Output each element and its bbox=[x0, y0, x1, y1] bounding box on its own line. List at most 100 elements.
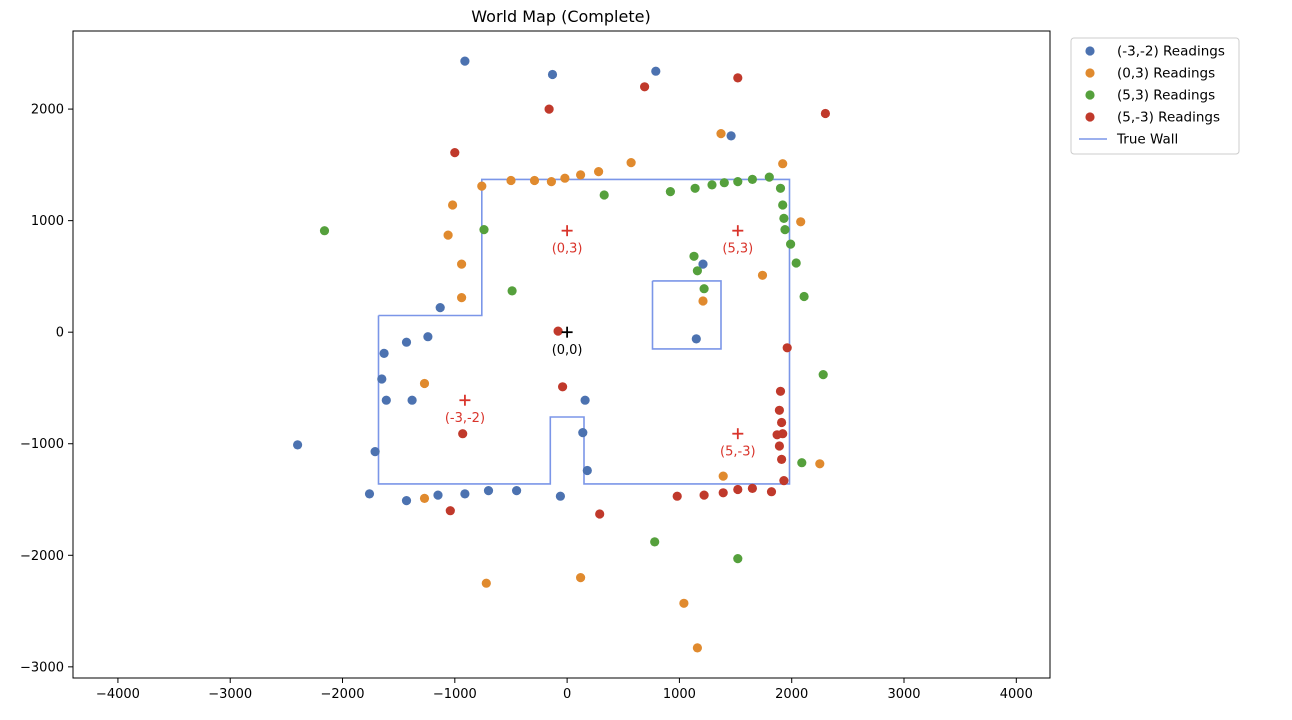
scatter-point bbox=[576, 170, 586, 180]
scatter-point bbox=[553, 326, 563, 336]
scatter-point bbox=[726, 131, 736, 141]
scatter-point bbox=[799, 291, 809, 302]
scatter-point bbox=[448, 200, 458, 210]
scatter-point bbox=[640, 82, 650, 92]
scatter-point bbox=[483, 486, 494, 496]
scatter-point bbox=[529, 175, 540, 186]
legend-marker bbox=[1085, 68, 1095, 78]
legend-marker bbox=[1085, 112, 1095, 122]
scatter-point bbox=[401, 496, 412, 506]
legend-label: (0,3) Readings bbox=[1117, 66, 1215, 82]
scatter-point bbox=[506, 175, 516, 186]
scatter-point bbox=[511, 486, 522, 496]
scatter-point bbox=[582, 465, 592, 476]
scatter-point bbox=[779, 213, 789, 223]
scatter-point bbox=[699, 284, 709, 294]
scatter-point bbox=[319, 226, 330, 236]
scatter-point bbox=[777, 454, 787, 464]
scatter-point bbox=[698, 296, 708, 306]
scatter-point bbox=[699, 490, 709, 500]
scatter-point bbox=[692, 643, 703, 653]
scatter-point bbox=[691, 334, 701, 344]
annotation-label: (5,-3) bbox=[720, 445, 756, 460]
scatter-point bbox=[401, 337, 412, 347]
scatter-point bbox=[479, 225, 489, 235]
scatter-point bbox=[772, 430, 782, 440]
y-tick-label: 2000 bbox=[31, 103, 64, 118]
scatter-point bbox=[766, 487, 777, 497]
scatter-point bbox=[578, 428, 588, 438]
scatter-point bbox=[778, 159, 788, 169]
scatter-point bbox=[626, 158, 636, 168]
scatter-point bbox=[672, 491, 682, 501]
y-tick-label: −3000 bbox=[20, 660, 64, 675]
scatter-point bbox=[797, 458, 807, 468]
scatter-point bbox=[377, 374, 387, 384]
scatter-point bbox=[777, 417, 787, 428]
scatter-point bbox=[443, 230, 453, 240]
chart-title: World Map (Complete) bbox=[471, 7, 650, 26]
scatter-point bbox=[460, 489, 470, 499]
scatter-point bbox=[547, 69, 558, 80]
plot-area: (0,3) (5,3) (0,0) (-3,-2) (5,-3) bbox=[293, 56, 831, 653]
scatter-point bbox=[775, 183, 786, 193]
scatter-point bbox=[364, 489, 375, 499]
scatter-point bbox=[718, 471, 728, 481]
scatter-point bbox=[544, 104, 554, 114]
annotation-marker: (-3,-2) bbox=[445, 394, 485, 426]
axes: −4000 −3000 −2000 −1000 0 1000 2000 3000 4000 −30… bbox=[20, 30, 1051, 702]
scatter-point bbox=[546, 177, 557, 187]
scatter-point bbox=[370, 447, 380, 457]
scatter-point bbox=[747, 174, 758, 184]
scatter-point bbox=[689, 251, 699, 261]
scatter-point bbox=[433, 490, 443, 500]
legend-label: (5,-3) Readings bbox=[1117, 110, 1220, 126]
scatter-point bbox=[820, 108, 831, 119]
true-wall-line bbox=[377, 178, 791, 485]
scatter-point bbox=[576, 573, 586, 583]
scatter-point bbox=[650, 537, 660, 547]
scatter-point bbox=[419, 378, 430, 389]
true-wall-line bbox=[651, 280, 722, 350]
legend: (-3,-2) Readings (0,3) Readings (5,3) Read… bbox=[1070, 37, 1240, 155]
scatter-point bbox=[774, 441, 785, 451]
scatter-point bbox=[733, 177, 743, 187]
y-tick-label: 0 bbox=[56, 326, 64, 341]
x-tick-label: 1000 bbox=[663, 687, 696, 702]
scatter-point bbox=[690, 183, 700, 193]
annotation-label: (-3,-2) bbox=[445, 411, 485, 426]
scatter-point bbox=[651, 66, 661, 76]
x-tick-label: −3000 bbox=[208, 687, 252, 702]
scatter-point bbox=[733, 73, 743, 83]
x-tick-label: −2000 bbox=[321, 687, 365, 702]
scatter-point bbox=[679, 598, 689, 608]
scatter-point bbox=[481, 578, 491, 588]
scatter-point bbox=[435, 303, 445, 313]
y-tick-label: −2000 bbox=[20, 549, 64, 564]
scatter-point bbox=[707, 180, 717, 190]
y-tick-label: 1000 bbox=[31, 214, 64, 229]
annotation-label: (0,0) bbox=[552, 343, 583, 358]
x-tick-label: −1000 bbox=[433, 687, 477, 702]
scatter-point bbox=[595, 509, 605, 519]
x-tick-label: 3000 bbox=[887, 687, 920, 702]
scatter-point bbox=[381, 395, 391, 405]
annotation-marker: (0,0) bbox=[552, 326, 583, 358]
scatter-point bbox=[445, 506, 455, 516]
scatter-point bbox=[757, 270, 768, 280]
scatter-point bbox=[458, 429, 468, 439]
scatter-point bbox=[775, 386, 786, 396]
scatter-point bbox=[698, 259, 708, 269]
legend-label: True Wall bbox=[1116, 132, 1178, 148]
scatter-point bbox=[293, 440, 303, 450]
scatter-point bbox=[733, 484, 743, 495]
scatter-point bbox=[747, 483, 758, 493]
scatter-point bbox=[457, 259, 467, 269]
annotation-marker: (5,-3) bbox=[720, 428, 756, 460]
scatter-point bbox=[796, 217, 806, 227]
scatter-point bbox=[379, 348, 389, 358]
scatter-point bbox=[580, 395, 590, 405]
x-tick-label: 2000 bbox=[775, 687, 808, 702]
scatter-point bbox=[692, 266, 703, 276]
